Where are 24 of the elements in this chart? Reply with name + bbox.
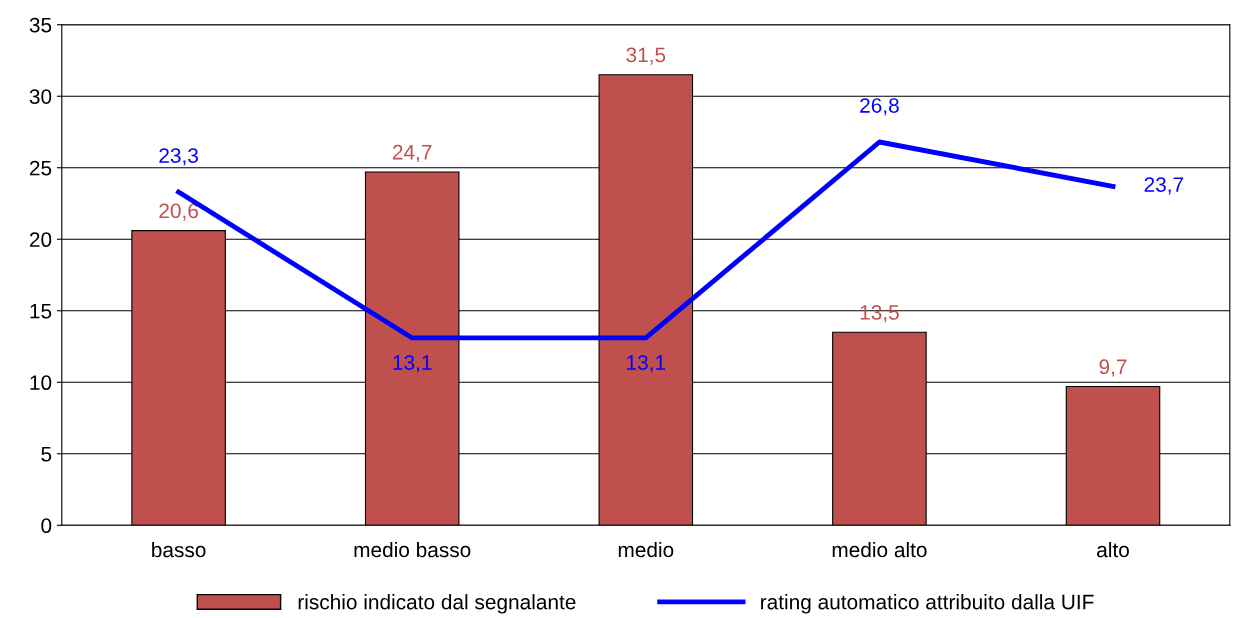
- data-label: 9,7: [1099, 359, 1127, 377]
- x-tick-label: medio: [618, 541, 674, 558]
- data-label: 26,8: [860, 98, 899, 116]
- y-tick-label: 25: [29, 160, 52, 176]
- y-tick-label: 10: [30, 375, 52, 391]
- data-label: 24,7: [392, 144, 432, 163]
- data-label: 20,6: [159, 203, 198, 221]
- x-tick-label: basso: [152, 541, 206, 558]
- y-tick-label: 35: [29, 17, 52, 33]
- data-label: 23,3: [159, 148, 198, 166]
- data-label: 13,1: [393, 355, 432, 373]
- x-tick-label: medio alto: [832, 541, 927, 558]
- y-tick-label: 30: [29, 89, 52, 104]
- x-tick-label: medio basso: [354, 541, 471, 558]
- y-tick-label: 0: [41, 518, 52, 534]
- data-label: 23,7: [1144, 177, 1184, 195]
- x-tick-label: alto: [1097, 541, 1129, 558]
- legend-label: rating automatico attribuito dalla UIF: [761, 594, 1094, 614]
- data-label: 13,1: [627, 355, 666, 373]
- y-tick-label: 20: [29, 232, 52, 248]
- data-label: 31,5: [626, 47, 666, 65]
- y-tick-label: 5: [41, 447, 52, 462]
- y-tick-label: 15: [30, 303, 52, 319]
- legend-label: rischio indicato dal segnalante: [298, 594, 576, 614]
